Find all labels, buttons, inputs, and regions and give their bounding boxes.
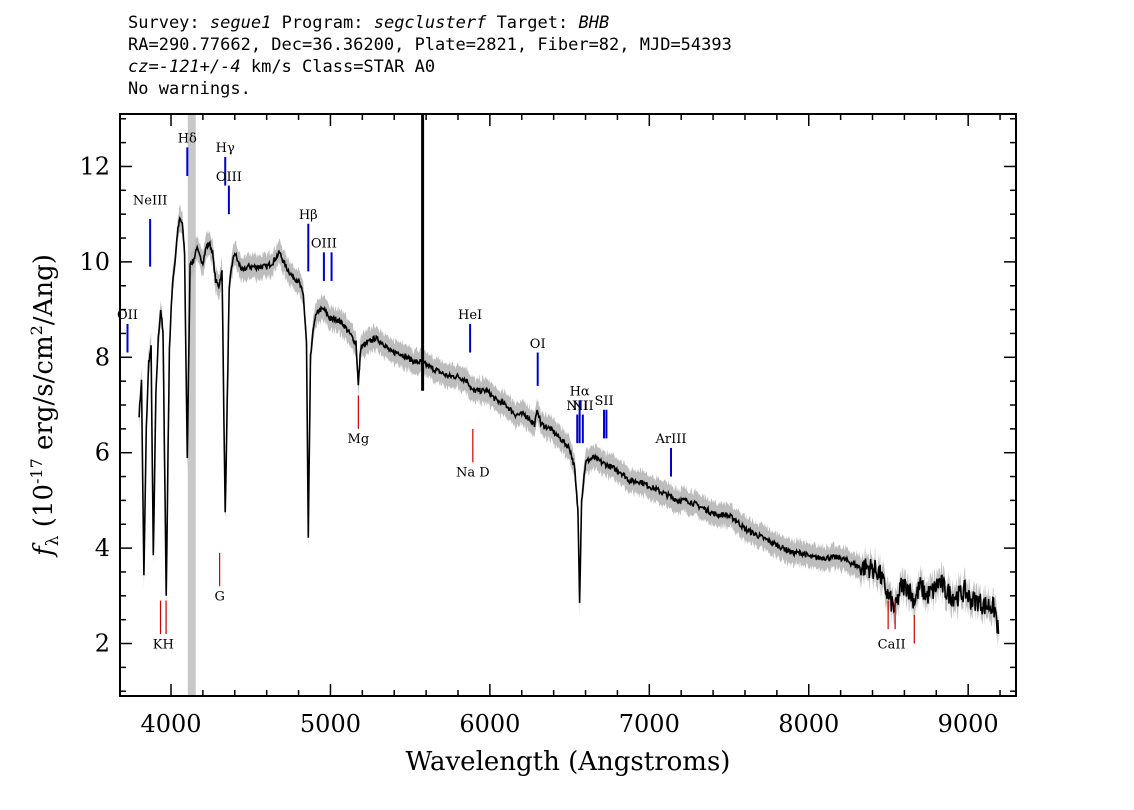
x-tick-label: 5000	[300, 710, 361, 738]
emission-line-label: OI	[530, 337, 546, 352]
emission-line-label: NII	[566, 399, 588, 414]
absorption-line-label: CaII	[878, 637, 906, 652]
emission-line-label: Hβ	[299, 208, 318, 223]
masked-band-layer	[187, 114, 196, 696]
absorption-line-label: Mg	[348, 432, 370, 447]
target-label: Target:	[496, 13, 569, 33]
survey-label: Survey:	[128, 13, 200, 33]
header-line-warnings: No warnings.	[128, 79, 251, 99]
absorption-line-label: G	[214, 590, 224, 605]
masked-band	[187, 114, 196, 696]
x-tick-label: 9000	[938, 710, 999, 738]
header-line-coords: RA=290.77662, Dec=36.36200, Plate=2821, …	[128, 35, 732, 55]
x-tick-label: 8000	[778, 710, 839, 738]
program-value: segclusterf	[373, 13, 487, 33]
emission-line-label: Hγ	[216, 141, 235, 156]
emission-line-label: Hδ	[178, 132, 197, 147]
program-label: Program:	[281, 13, 364, 33]
spectrum-layer	[138, 114, 1000, 635]
y-tick-label: 10	[79, 248, 110, 276]
emission-line-label: SII	[594, 394, 613, 409]
target-value: BHB	[578, 13, 610, 33]
emission-line-label: OIII	[311, 237, 337, 252]
y-tick-label: 2	[95, 630, 110, 658]
cz-value: -121+/-4	[158, 57, 241, 77]
y-title-unit: erg/s/cm	[29, 335, 59, 458]
emission-line-label: OIII	[216, 170, 242, 185]
spectrum-header: Survey: segue1 Program: segclusterf Targ…	[128, 12, 732, 100]
emission-line-label: NeIII	[133, 194, 167, 209]
y-tick-label: 6	[95, 439, 110, 467]
emission-line-label: ArIII	[654, 432, 686, 447]
header-line-survey: Survey: segue1 Program: segclusterf Targ…	[128, 12, 732, 34]
emission-line-label: Hα	[570, 384, 590, 399]
y-axis-title: fλ (10-17 erg/s/cm2/Ang)	[27, 254, 63, 558]
error-band	[139, 205, 999, 647]
spectrum-line	[138, 215, 1000, 635]
emission-line-label: OII	[117, 308, 138, 323]
y-title-sub: λ	[43, 535, 63, 546]
x-tick-label: 6000	[459, 710, 520, 738]
header-line-redshift: cz=-121+/-4 km/s Class=STAR A0	[128, 56, 732, 78]
emission-line-label: NII	[572, 399, 594, 414]
y-title-rest: (10	[29, 484, 59, 536]
y-title-exp2: 2	[27, 325, 46, 335]
y-tick-label: 4	[95, 534, 110, 562]
error-band-layer	[139, 205, 999, 647]
cz-label: cz=	[128, 57, 159, 77]
emission-line-label: HeI	[458, 308, 482, 323]
x-tick-label: 7000	[619, 710, 680, 738]
survey-value: segue1	[209, 13, 272, 33]
axis-ticks-layer: 4000 5000 6000 7000 8000 9000 2 4 6 8 10 12	[79, 114, 1016, 738]
y-title-end: /Ang)	[29, 254, 59, 325]
x-tick-label: 4000	[140, 710, 201, 738]
y-tick-label: 8	[95, 343, 110, 371]
absorption-line-label: KH	[153, 637, 174, 652]
y-title-exp: -17	[27, 458, 46, 484]
absorption-line-label: Na D	[456, 466, 490, 481]
y-tick-label: 12	[79, 152, 110, 180]
x-axis-title: Wavelength (Angstroms)	[406, 747, 731, 777]
cz-class: km/s Class=STAR A0	[240, 57, 436, 77]
